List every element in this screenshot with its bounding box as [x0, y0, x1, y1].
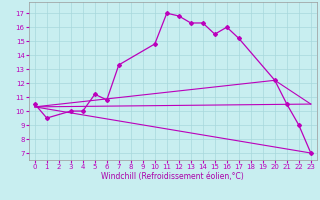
- X-axis label: Windchill (Refroidissement éolien,°C): Windchill (Refroidissement éolien,°C): [101, 172, 244, 181]
